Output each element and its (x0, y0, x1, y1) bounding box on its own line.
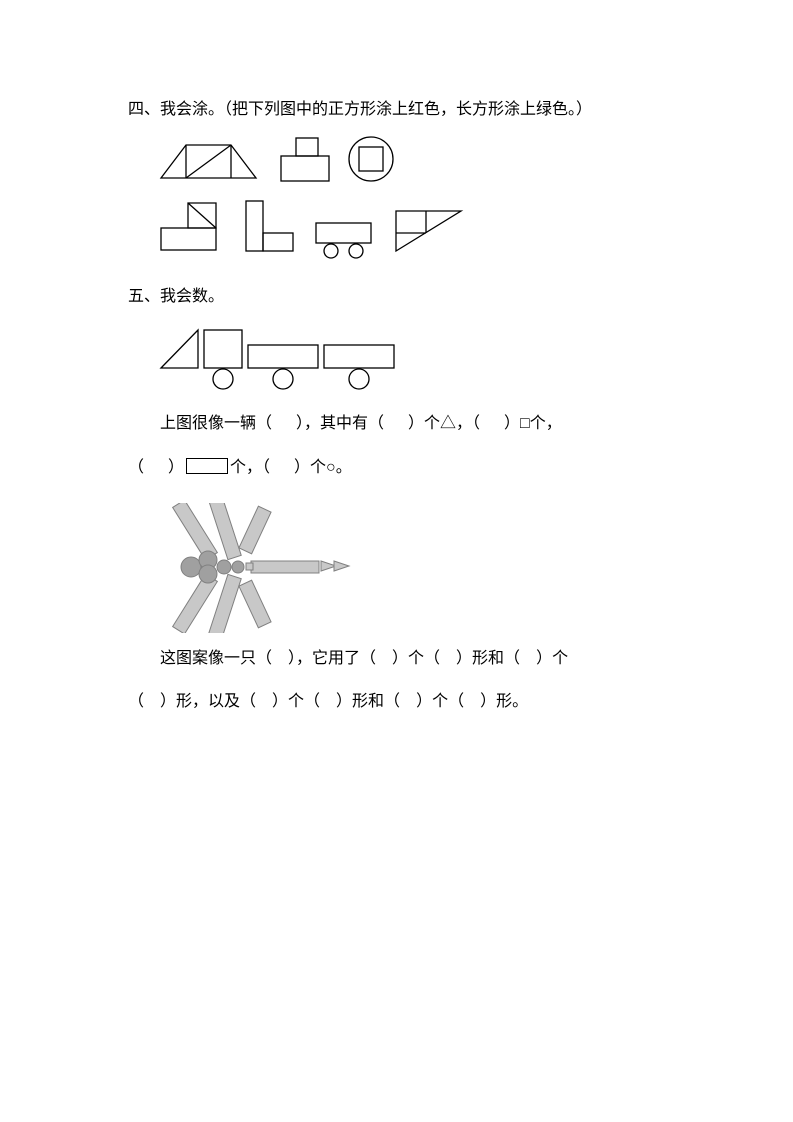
q2-l2-2: ）形，以及（ (160, 693, 256, 710)
q2-line2: （ ）形，以及（ ）个（ ）形和（ ）个（ ）形。 (128, 684, 673, 719)
q2-l2-4: ）形和（ (336, 693, 400, 710)
q1-text-4: ）□个， (504, 415, 562, 432)
q2-l2-3: ）个（ (272, 693, 320, 710)
section-4-title: 四、我会涂。（把下列图中的正方形涂上红色，长方形涂上绿色。） (128, 92, 673, 127)
truck-shape (316, 223, 371, 258)
q1-line1: 上图很像一辆（ ），其中有（ ）个△，（ ）□个， (128, 406, 673, 441)
block-stack-shape (281, 138, 329, 181)
q2-text-5: ）个 (536, 650, 568, 667)
q2-text-1: 这图案像一只（ (160, 650, 272, 667)
page-content: 四、我会涂。（把下列图中的正方形涂上红色，长方形涂上绿色。） (0, 0, 793, 719)
section-5-figure-1 (156, 320, 673, 398)
section-5-title: 五、我会数。 (128, 279, 673, 314)
q1-text-3: ）个△，（ (408, 415, 480, 432)
shapes-grid (156, 133, 496, 273)
rectangle-icon (186, 458, 228, 474)
q2-text-4: ）形和（ (456, 650, 520, 667)
q1-line2: （ ） 个，（ ）个○。 (128, 450, 673, 485)
q1-l2-2: ） (168, 459, 184, 476)
q2-l2-6: ）形。 (480, 693, 528, 710)
section-4-figures (156, 133, 673, 273)
q1-l2-4: ）个○。 (294, 459, 352, 476)
train-shape (156, 320, 446, 398)
triangle-split-shape (396, 211, 461, 251)
q1-l2-3: 个，（ (230, 459, 270, 476)
q1-text-1: 上图很像一辆（ (160, 415, 272, 432)
boat-shape (161, 203, 216, 250)
section-5-figure-2 (156, 503, 673, 633)
trapezoid-shape (161, 145, 256, 178)
q2-l2-5: ）个（ (416, 693, 464, 710)
q2-text-2: ），它用了（ (288, 650, 376, 667)
circle-square-shape (349, 137, 393, 181)
q1-l2-1: （ (128, 459, 144, 476)
q1-text-2: ），其中有（ (296, 415, 384, 432)
dragonfly-shape (156, 503, 366, 633)
q2-line1: 这图案像一只（ ），它用了（ ）个（ ）形和（ ）个 (128, 641, 673, 676)
q2-l2-1: （ (128, 693, 144, 710)
q2-text-3: ）个（ (392, 650, 440, 667)
l-shape (246, 201, 293, 251)
